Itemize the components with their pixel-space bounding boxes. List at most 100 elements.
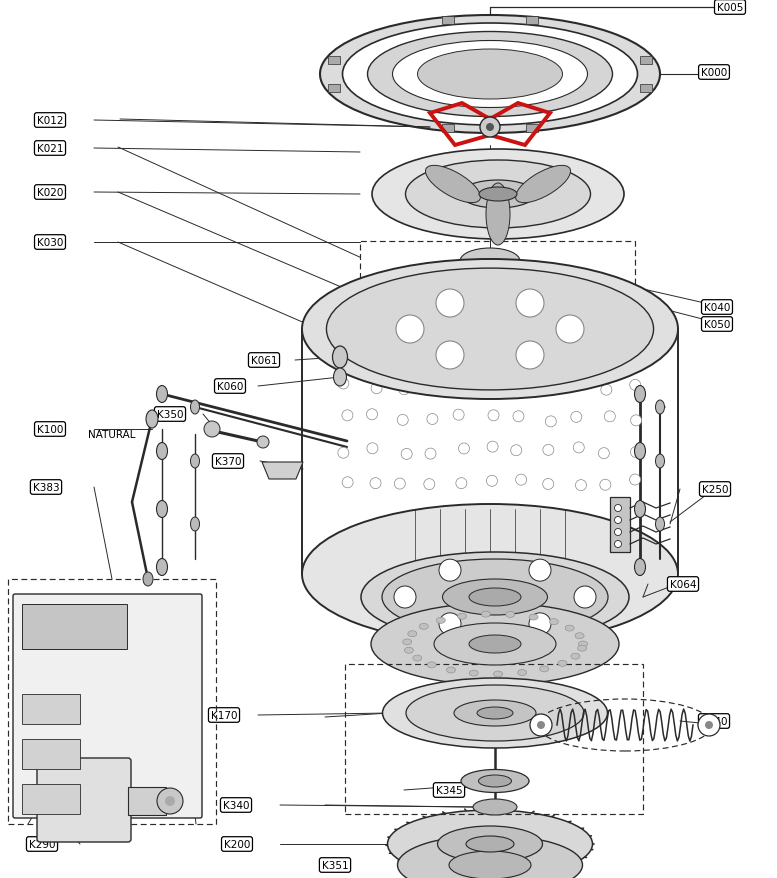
Circle shape <box>459 353 470 364</box>
Ellipse shape <box>420 623 428 630</box>
Ellipse shape <box>466 836 514 852</box>
Circle shape <box>530 714 552 736</box>
Circle shape <box>338 378 349 390</box>
Ellipse shape <box>656 517 664 531</box>
Text: K060: K060 <box>217 382 243 392</box>
Text: K020: K020 <box>37 188 63 198</box>
Circle shape <box>511 385 522 396</box>
Text: K250: K250 <box>702 485 728 494</box>
Ellipse shape <box>635 443 646 460</box>
Bar <box>22 604 127 649</box>
Bar <box>442 125 454 133</box>
Ellipse shape <box>479 775 511 787</box>
Circle shape <box>627 349 638 360</box>
Ellipse shape <box>302 505 678 644</box>
Ellipse shape <box>515 166 570 204</box>
Bar <box>640 85 653 93</box>
Circle shape <box>338 448 349 458</box>
Ellipse shape <box>302 260 678 399</box>
Ellipse shape <box>442 579 548 615</box>
Circle shape <box>543 445 554 456</box>
Ellipse shape <box>143 572 153 587</box>
Text: K170: K170 <box>211 710 237 720</box>
Circle shape <box>371 384 382 394</box>
Ellipse shape <box>434 623 556 666</box>
Circle shape <box>370 479 381 489</box>
Bar <box>22 739 80 769</box>
Circle shape <box>426 385 437 395</box>
Ellipse shape <box>565 625 574 631</box>
Polygon shape <box>262 463 303 479</box>
Circle shape <box>396 315 424 343</box>
Circle shape <box>513 349 524 360</box>
Circle shape <box>575 349 587 360</box>
Text: K021: K021 <box>37 144 63 154</box>
Ellipse shape <box>479 188 517 202</box>
Bar <box>328 85 340 93</box>
Ellipse shape <box>460 248 520 275</box>
Bar <box>610 498 630 552</box>
Circle shape <box>453 384 464 394</box>
Circle shape <box>342 410 353 421</box>
Circle shape <box>537 721 545 729</box>
Ellipse shape <box>382 678 608 748</box>
Text: K381: K381 <box>141 710 169 720</box>
Ellipse shape <box>426 166 480 204</box>
Ellipse shape <box>540 666 549 672</box>
Ellipse shape <box>469 588 521 607</box>
Text: K012: K012 <box>37 116 63 126</box>
Circle shape <box>394 587 416 608</box>
Ellipse shape <box>571 653 580 659</box>
Circle shape <box>257 436 269 449</box>
Circle shape <box>615 541 622 548</box>
Circle shape <box>484 385 495 395</box>
Text: K100: K100 <box>37 425 63 435</box>
Text: K350: K350 <box>157 409 183 420</box>
Circle shape <box>400 349 411 360</box>
Ellipse shape <box>486 184 510 246</box>
Ellipse shape <box>404 647 413 653</box>
Ellipse shape <box>406 685 584 741</box>
Text: K290: K290 <box>29 839 55 849</box>
Text: K064: K064 <box>670 579 696 589</box>
Circle shape <box>341 349 352 360</box>
Circle shape <box>371 353 382 363</box>
Bar <box>526 125 538 133</box>
Circle shape <box>574 587 596 608</box>
Bar <box>22 784 80 814</box>
Ellipse shape <box>372 150 624 240</box>
Circle shape <box>486 476 497 486</box>
Text: K040: K040 <box>704 303 730 313</box>
Text: K050: K050 <box>704 320 730 329</box>
Ellipse shape <box>454 700 536 726</box>
Circle shape <box>453 410 464 421</box>
Circle shape <box>601 385 611 396</box>
Ellipse shape <box>437 826 542 862</box>
Ellipse shape <box>656 400 664 414</box>
Circle shape <box>545 381 556 392</box>
Circle shape <box>342 478 353 488</box>
Bar <box>128 787 166 815</box>
Text: K140: K140 <box>701 716 727 726</box>
Circle shape <box>573 443 584 453</box>
Circle shape <box>439 613 461 635</box>
Circle shape <box>629 474 640 486</box>
Ellipse shape <box>156 501 168 518</box>
Ellipse shape <box>320 16 660 133</box>
Text: K005: K005 <box>717 3 743 13</box>
Ellipse shape <box>461 770 529 793</box>
Ellipse shape <box>406 161 591 229</box>
Ellipse shape <box>156 386 168 403</box>
Circle shape <box>423 479 435 490</box>
Ellipse shape <box>577 645 587 651</box>
Circle shape <box>399 385 409 395</box>
Text: NATURAL: NATURAL <box>89 429 136 440</box>
Ellipse shape <box>447 667 455 673</box>
Circle shape <box>698 714 720 736</box>
Ellipse shape <box>473 799 517 815</box>
Circle shape <box>458 443 469 455</box>
Text: K030: K030 <box>37 238 63 248</box>
Text: K345: K345 <box>436 785 462 795</box>
Ellipse shape <box>472 280 508 296</box>
Bar <box>345 665 643 814</box>
